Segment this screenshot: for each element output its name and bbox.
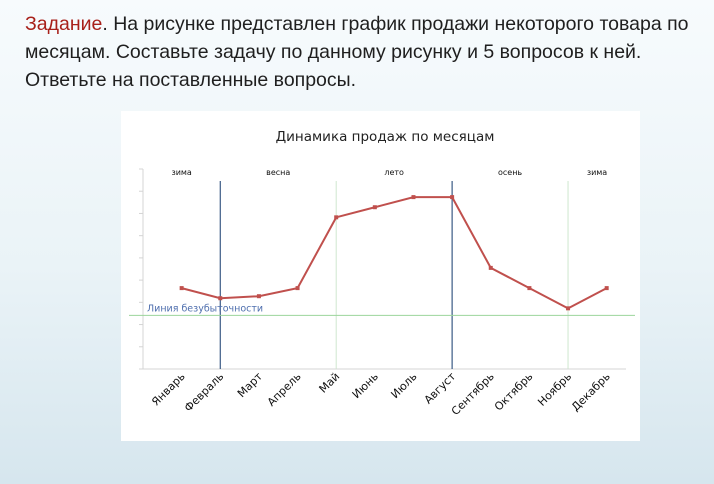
sales-chart: Динамика продаж по месяцам зима весна лето… — [121, 111, 640, 441]
season-label: зима — [171, 168, 191, 177]
data-point — [334, 215, 339, 220]
month-label: Июль — [388, 370, 419, 401]
season-label: осень — [498, 168, 522, 177]
month-label: Июнь — [350, 370, 381, 401]
task-statement: Задание. На рисунке представлен график п… — [25, 10, 705, 94]
data-point — [527, 286, 532, 291]
month-label: Апрель — [265, 370, 304, 409]
sales-series-line — [181, 196, 608, 310]
month-label: Октябрь — [492, 370, 536, 414]
y-ticks — [139, 168, 143, 370]
month-label: Август — [422, 370, 459, 407]
month-label: Январь — [149, 370, 188, 409]
data-point — [488, 265, 493, 270]
season-label: зима — [587, 168, 607, 177]
data-point — [256, 294, 261, 299]
data-point — [450, 195, 455, 200]
chart-title: Динамика продаж по месяцам — [276, 129, 495, 145]
season-labels: зима весна лето осень зима — [171, 168, 607, 177]
task-text: . На рисунке представлен график продажи … — [25, 13, 689, 91]
sales-data-points — [179, 195, 609, 311]
season-dividers — [219, 181, 569, 369]
data-point — [372, 205, 377, 210]
data-point — [218, 296, 223, 301]
season-label: лето — [384, 168, 404, 177]
sales-chart-svg: Динамика продаж по месяцам зима весна лето… — [129, 129, 635, 418]
month-label: Март — [235, 370, 266, 401]
month-label: Декабрь — [569, 370, 613, 414]
season-label: весна — [266, 168, 290, 177]
breakeven-label: Линия безубыточности — [147, 303, 263, 314]
task-label: Задание — [25, 13, 103, 35]
month-label: Ноябрь — [535, 370, 574, 409]
data-point — [179, 286, 184, 291]
data-point — [295, 286, 300, 291]
month-label: Май — [317, 370, 343, 396]
data-point — [566, 306, 571, 311]
data-point — [411, 195, 416, 200]
month-label: Февраль — [182, 370, 227, 415]
data-point — [604, 286, 609, 291]
